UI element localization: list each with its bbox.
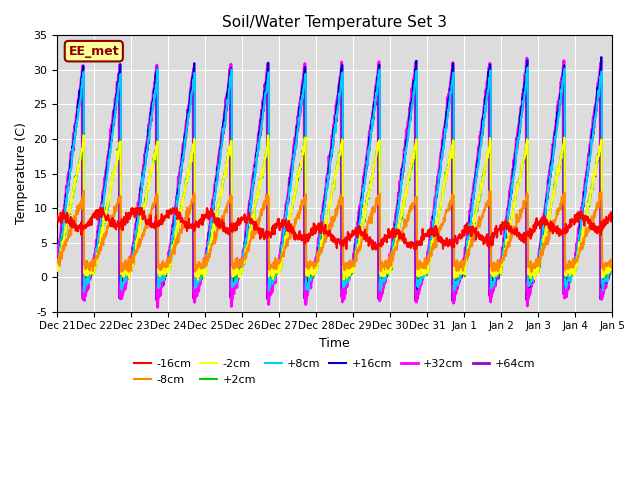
+2cm [97,231,104,237]
-16cm [301,241,308,247]
+32cm [119,290,127,296]
-8cm [54,256,61,262]
+16cm [413,286,421,292]
+8cm [311,269,319,275]
Line: +2cm: +2cm [58,133,612,280]
+64cm [289,155,297,161]
-16cm [97,205,104,211]
+8cm [97,217,104,223]
-2cm [54,262,61,267]
-8cm [370,208,378,214]
-8cm [311,262,319,268]
+64cm [301,295,308,301]
+8cm [608,265,616,271]
+64cm [264,72,271,77]
Text: EE_met: EE_met [68,45,119,58]
+64cm [449,298,456,303]
-2cm [370,163,378,169]
+2cm [370,165,378,170]
+32cm [54,252,61,258]
+16cm [119,276,127,282]
+2cm [54,262,61,268]
-16cm [369,247,376,252]
-16cm [311,222,319,228]
-2cm [120,274,127,280]
+32cm [154,304,161,310]
+8cm [120,281,127,287]
+64cm [54,260,61,266]
+32cm [369,107,377,112]
-16cm [97,214,104,219]
-2cm [194,277,202,283]
Line: +8cm: +8cm [58,68,612,292]
+8cm [54,260,61,266]
Line: -2cm: -2cm [58,135,612,280]
X-axis label: Time: Time [319,337,350,350]
Line: -16cm: -16cm [58,208,612,250]
+16cm [289,158,296,164]
-2cm [80,132,88,138]
+8cm [289,158,297,164]
-16cm [608,212,616,217]
-16cm [120,219,127,225]
+16cm [54,261,61,267]
+64cm [311,263,319,268]
-16cm [289,228,297,234]
+2cm [311,272,319,277]
+64cm [608,261,616,266]
-16cm [54,213,61,219]
-8cm [290,225,298,230]
-8cm [125,269,133,275]
-2cm [608,266,616,272]
+8cm [301,80,308,86]
+32cm [311,260,319,266]
-8cm [608,257,616,263]
+16cm [608,263,616,269]
+32cm [289,151,297,157]
+64cm [97,216,104,221]
+2cm [301,134,308,140]
+32cm [608,257,616,263]
-2cm [290,196,298,202]
-2cm [311,270,319,276]
-2cm [301,139,308,144]
Title: Soil/Water Temperature Set 3: Soil/Water Temperature Set 3 [222,15,447,30]
+2cm [289,197,297,203]
+2cm [608,265,616,271]
-8cm [80,188,88,194]
-8cm [97,244,104,250]
Y-axis label: Temperature (C): Temperature (C) [15,122,28,225]
Line: +16cm: +16cm [58,57,612,289]
+8cm [80,289,88,295]
+8cm [524,65,532,71]
+32cm [523,55,531,61]
-16cm [370,243,378,249]
+16cm [310,265,318,271]
+32cm [97,209,104,215]
+8cm [369,114,377,120]
-8cm [120,267,127,273]
Legend: -16cm, -8cm, -2cm, +2cm, +8cm, +16cm, +32cm, +64cm: -16cm, -8cm, -2cm, +2cm, +8cm, +16cm, +3… [130,355,540,389]
+2cm [340,277,348,283]
+2cm [80,131,88,136]
+16cm [300,73,308,79]
-2cm [97,231,104,237]
-8cm [301,199,308,205]
Line: +32cm: +32cm [58,58,612,307]
Line: -8cm: -8cm [58,191,612,272]
+16cm [97,216,104,222]
+64cm [369,116,377,121]
+16cm [598,54,605,60]
Line: +64cm: +64cm [58,74,612,300]
+64cm [119,285,127,290]
+32cm [301,70,308,76]
+2cm [120,274,127,280]
+16cm [369,108,377,114]
